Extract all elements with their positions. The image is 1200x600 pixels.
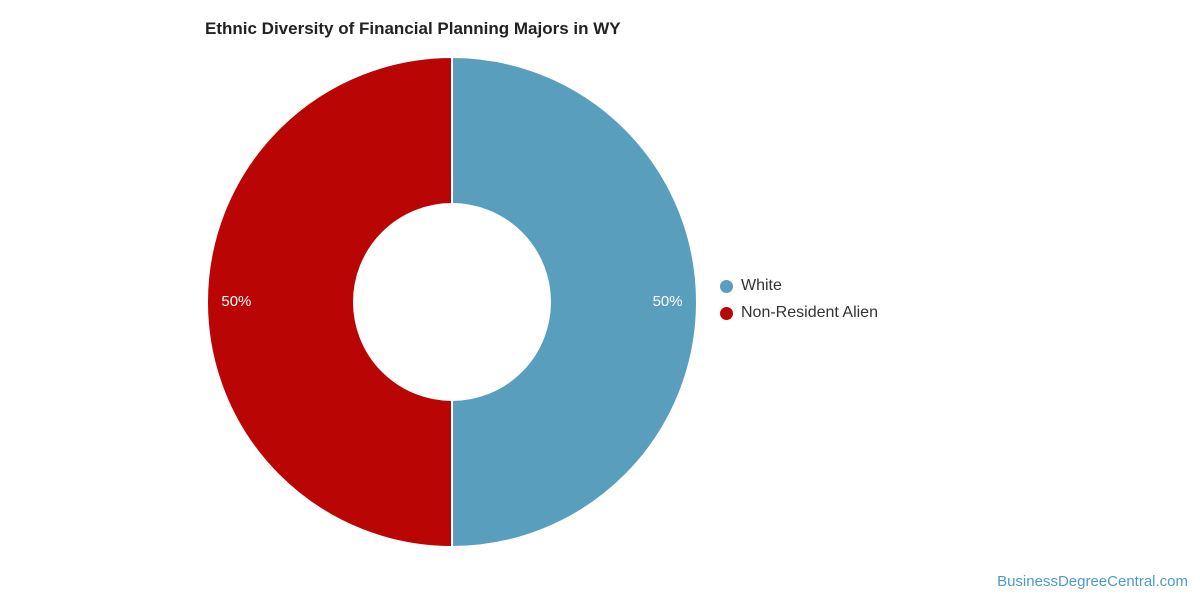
legend-item-white[interactable]: White bbox=[720, 276, 878, 296]
legend-marker-icon bbox=[720, 279, 733, 293]
donut-svg: 50% 50% bbox=[206, 55, 698, 549]
legend-marker-icon bbox=[720, 306, 733, 320]
legend-label: Non-Resident Alien bbox=[741, 304, 878, 321]
legend: White Non-Resident Alien bbox=[720, 276, 878, 323]
pie-slice-white[interactable] bbox=[451, 55, 698, 549]
donut-chart: 50% 50% bbox=[202, 52, 702, 552]
chart-title: Ethnic Diversity of Financial Planning M… bbox=[205, 19, 621, 38]
slice-label-white: 50% bbox=[653, 293, 683, 310]
pie-slice-non-resident-alien[interactable] bbox=[206, 55, 453, 549]
legend-label: White bbox=[741, 277, 782, 294]
slice-label-non-resident-alien: 50% bbox=[221, 293, 251, 310]
legend-item-non-resident-alien[interactable]: Non-Resident Alien bbox=[720, 303, 878, 323]
watermark-link[interactable]: BusinessDegreeCentral.com bbox=[997, 573, 1188, 590]
